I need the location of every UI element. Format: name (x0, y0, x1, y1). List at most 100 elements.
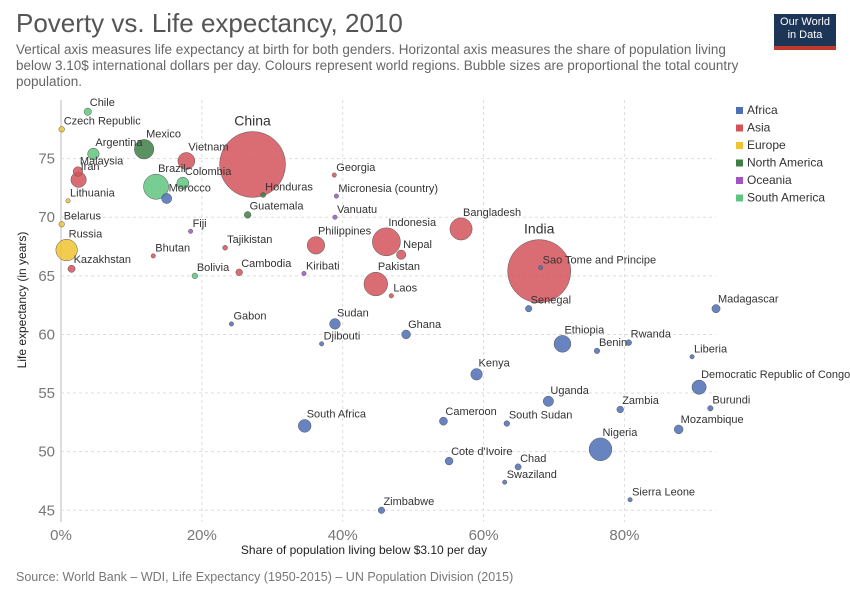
y-tick-label: 45 (38, 502, 55, 519)
y-tick-label: 60 (38, 326, 55, 343)
point-label: Sao Tome and Principe (543, 254, 657, 266)
bubble-argentina[interactable] (87, 147, 100, 160)
bubble-morocco[interactable] (161, 193, 172, 204)
bubble-sao-tome-and-principe[interactable] (538, 265, 544, 271)
bubble-tajikistan[interactable] (222, 244, 228, 251)
legend-label[interactable]: Africa (747, 103, 778, 117)
x-tick-label: 0% (50, 527, 72, 544)
bubble-bhutan[interactable] (150, 253, 156, 259)
bubble-burundi[interactable] (707, 405, 714, 412)
bubble-senegal[interactable] (525, 305, 533, 313)
bubble-swaziland[interactable] (502, 479, 508, 485)
point-label: Bangladesh (463, 207, 521, 219)
bubble-georgia[interactable] (331, 172, 337, 178)
legend-swatch (736, 107, 743, 114)
bubble-vanuatu[interactable] (332, 214, 338, 220)
legend-label[interactable]: North America (747, 156, 823, 170)
point-label: India (524, 221, 555, 237)
legend-label[interactable]: Europe (747, 138, 786, 152)
bubble-guatemala[interactable] (244, 211, 252, 219)
bubble-liberia[interactable] (689, 354, 695, 360)
point-label: Bhutan (155, 243, 190, 255)
bubble-south-africa[interactable] (298, 419, 312, 433)
bubble-fiji[interactable] (188, 228, 194, 234)
bubble-honduras[interactable] (260, 192, 266, 198)
bubble-cote-d-ivoire[interactable] (444, 456, 454, 466)
legend-swatch (736, 194, 743, 202)
point-label: Kenya (479, 358, 511, 370)
point-label: Nigeria (602, 427, 638, 439)
bubble-mexico[interactable] (134, 139, 155, 160)
point-label: Tajikistan (227, 234, 272, 246)
bubble-russia[interactable] (55, 239, 78, 262)
bubble-india[interactable] (507, 239, 572, 303)
bubble-kiribati[interactable] (301, 271, 307, 276)
legend-swatch (736, 159, 743, 167)
y-tick-label: 70 (38, 209, 55, 226)
owid-logo[interactable]: Our World in Data (774, 14, 836, 50)
bubble-lithuania[interactable] (65, 198, 71, 204)
grid-lines (60, 100, 716, 522)
bubble-democratic-republic-of-congo[interactable] (691, 379, 707, 395)
point-label: Zimbabwe (383, 496, 434, 508)
point-label: Argentina (95, 137, 143, 149)
bubble-belarus[interactable] (58, 221, 65, 228)
bubble-nepal[interactable] (396, 249, 407, 260)
bubble-philippines[interactable] (306, 236, 325, 255)
bubble-zambia[interactable] (616, 405, 624, 414)
bubble-chile[interactable] (83, 107, 92, 116)
bubble-rwanda[interactable] (625, 339, 632, 346)
bubble-indonesia[interactable] (372, 227, 401, 257)
bubble-nigeria[interactable] (588, 437, 613, 461)
bubble-mozambique[interactable] (674, 424, 684, 435)
point-label: Liberia (694, 344, 728, 356)
bubble-cambodia[interactable] (235, 268, 243, 276)
bubble-czech-republic[interactable] (58, 126, 65, 133)
bubble-micronesia-country-[interactable] (333, 193, 339, 199)
point-label: Fiji (193, 218, 207, 230)
point-label: Georgia (336, 162, 376, 174)
point-label: Pakistan (378, 261, 420, 273)
bubble-zimbabwe[interactable] (377, 506, 385, 514)
bubble-kazakhstan[interactable] (67, 264, 76, 273)
legend-label[interactable]: Asia (747, 121, 771, 135)
bubble-china[interactable] (219, 131, 286, 198)
x-tick-label: 40% (328, 527, 358, 544)
bubble-djibouti[interactable] (319, 341, 325, 347)
bubble-bangladesh[interactable] (449, 217, 473, 241)
bubble-bolivia[interactable] (191, 272, 198, 279)
point-label: Belarus (64, 210, 102, 222)
bubble-kenya[interactable] (470, 368, 483, 381)
point-label: Kiribati (306, 260, 340, 272)
legend-swatch (736, 124, 743, 132)
point-label: Colombia (185, 166, 232, 178)
legend-label[interactable]: South America (747, 191, 825, 205)
bubble-malaysia[interactable] (72, 166, 83, 177)
bubble-madagascar[interactable] (711, 304, 721, 314)
bubble-benin[interactable] (593, 347, 600, 354)
bubble-colombia[interactable] (176, 176, 190, 190)
bubble-laos[interactable] (388, 293, 394, 299)
bubble-gabon[interactable] (228, 321, 234, 327)
bubble-ethiopia[interactable] (553, 335, 572, 353)
bubble-vietnam[interactable] (177, 152, 196, 170)
bubble-brazil[interactable] (143, 173, 169, 200)
bubble-chad[interactable] (514, 463, 522, 471)
bubble-uganda[interactable] (542, 395, 554, 407)
point-label: South Sudan (509, 410, 573, 422)
point-label: Micronesia (country) (338, 183, 438, 195)
point-label: Mexico (146, 128, 181, 140)
point-label: Bolivia (197, 262, 230, 274)
bubble-pakistan[interactable] (363, 271, 388, 297)
bubble-ghana[interactable] (401, 329, 411, 340)
logo-line-1: Our World (780, 16, 830, 28)
bubble-sudan[interactable] (329, 318, 341, 330)
bubble-south-sudan[interactable] (503, 420, 510, 427)
point-label: Vietnam (188, 142, 228, 154)
point-label: Cote d'Ivoire (451, 446, 512, 458)
bubble-cameroon[interactable] (439, 416, 448, 426)
point-label: Chile (90, 97, 115, 109)
legend-label[interactable]: Oceania (747, 173, 792, 187)
bubble-sierra-leone[interactable] (627, 497, 633, 503)
point-label: Rwanda (631, 329, 672, 341)
